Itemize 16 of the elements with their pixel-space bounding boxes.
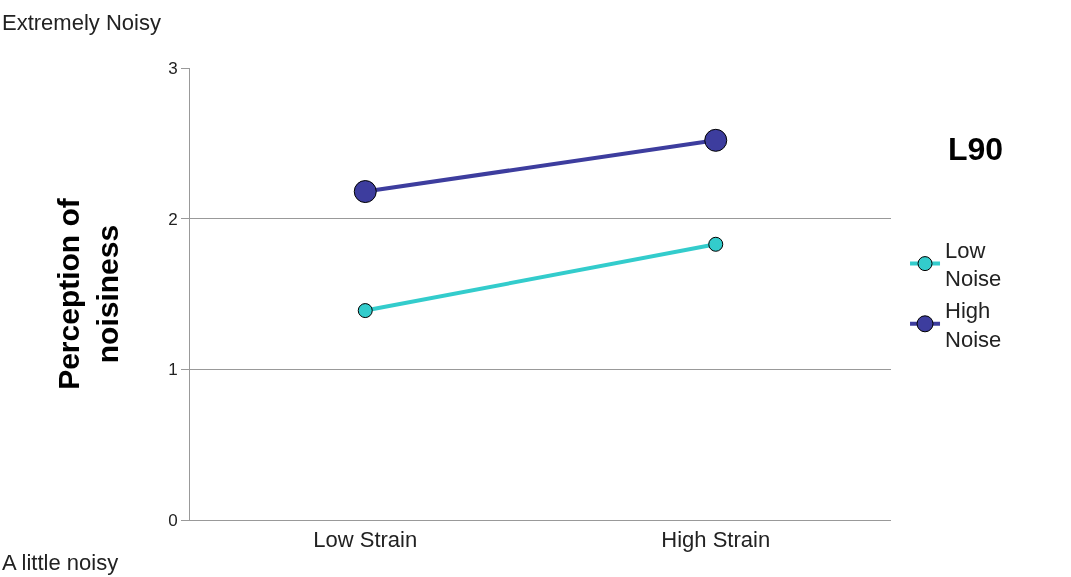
y-tick-label: 1 xyxy=(168,360,178,380)
point xyxy=(704,128,728,152)
point xyxy=(708,236,724,252)
point xyxy=(357,303,373,319)
y-tick-label: 0 xyxy=(168,510,178,530)
point xyxy=(353,180,377,204)
text: A little noisy xyxy=(2,550,119,575)
y-tick-label: 3 xyxy=(168,58,178,78)
y-tick-label: 2 xyxy=(168,209,178,229)
x-tick-label: Low Strain xyxy=(313,527,418,553)
legend-label: Low Noise xyxy=(945,237,1002,292)
legend-label: High Noise xyxy=(945,298,1002,352)
x-tick-label: High Strain xyxy=(661,527,771,553)
text: L90 xyxy=(948,131,1004,167)
text: Extremely Noisy xyxy=(2,10,161,35)
y-axis-title: Perception of noisiness xyxy=(52,197,125,390)
